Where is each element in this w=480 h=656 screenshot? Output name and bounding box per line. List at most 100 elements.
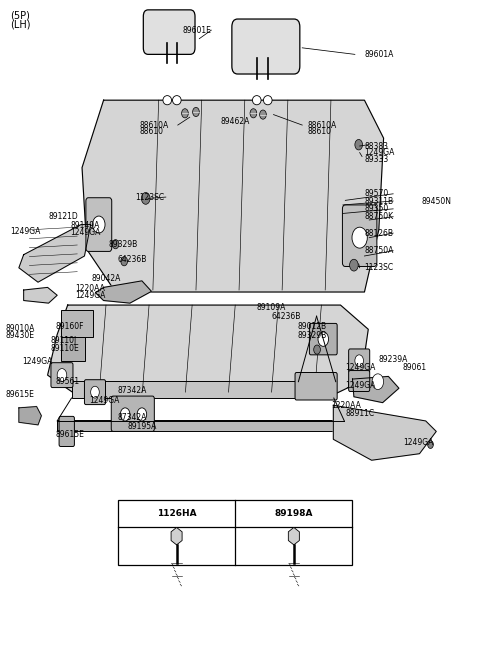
- Text: 88610: 88610: [307, 127, 331, 136]
- FancyBboxPatch shape: [84, 380, 106, 405]
- Text: 89430E: 89430E: [5, 331, 35, 340]
- FancyBboxPatch shape: [348, 349, 370, 373]
- Text: 1249GA: 1249GA: [345, 381, 376, 390]
- Circle shape: [314, 345, 321, 354]
- Circle shape: [349, 259, 358, 271]
- Text: 1220AA: 1220AA: [75, 284, 105, 293]
- Circle shape: [250, 109, 257, 118]
- Text: 89239A: 89239A: [379, 355, 408, 364]
- Text: 1249GA: 1249GA: [364, 148, 395, 157]
- Circle shape: [428, 441, 433, 449]
- Text: 89160F: 89160F: [56, 322, 84, 331]
- Circle shape: [192, 108, 199, 117]
- Text: 89615E: 89615E: [5, 390, 35, 400]
- Text: 89121D: 89121D: [48, 213, 78, 221]
- Bar: [72, 381, 334, 398]
- Bar: [57, 420, 344, 432]
- FancyBboxPatch shape: [232, 19, 300, 74]
- Circle shape: [318, 332, 328, 346]
- Text: 89329B: 89329B: [108, 239, 138, 249]
- Text: 88383: 88383: [364, 142, 388, 150]
- Text: (5P): (5P): [10, 10, 30, 20]
- Text: 89149A: 89149A: [70, 220, 99, 230]
- Polygon shape: [82, 100, 384, 292]
- FancyBboxPatch shape: [342, 205, 377, 266]
- Polygon shape: [19, 224, 91, 282]
- Text: 1249GA: 1249GA: [89, 396, 120, 405]
- Circle shape: [355, 140, 362, 150]
- Text: 1249GA: 1249GA: [345, 363, 376, 373]
- Text: 1126HA: 1126HA: [157, 509, 196, 518]
- Text: 1249GA: 1249GA: [10, 226, 41, 236]
- Text: 89329B: 89329B: [298, 331, 327, 340]
- Circle shape: [120, 408, 130, 421]
- FancyBboxPatch shape: [61, 337, 85, 361]
- Text: 89615E: 89615E: [56, 430, 84, 439]
- Circle shape: [181, 109, 188, 118]
- Text: 89198A: 89198A: [275, 509, 313, 518]
- Text: 89061: 89061: [403, 363, 427, 373]
- Circle shape: [372, 374, 384, 390]
- Text: 89350: 89350: [364, 205, 389, 213]
- Ellipse shape: [163, 96, 171, 105]
- Text: 89311B: 89311B: [364, 197, 394, 205]
- Text: 89110E: 89110E: [51, 344, 80, 353]
- Text: 1249GA: 1249GA: [70, 228, 100, 237]
- FancyBboxPatch shape: [86, 197, 112, 251]
- Text: 64236B: 64236B: [271, 312, 300, 321]
- Text: 89195A: 89195A: [128, 422, 157, 431]
- Text: 88750A: 88750A: [364, 246, 394, 255]
- Text: 89561: 89561: [56, 377, 80, 386]
- Text: 89601A: 89601A: [364, 50, 394, 59]
- Circle shape: [93, 216, 105, 233]
- Ellipse shape: [252, 96, 261, 105]
- Text: (LH): (LH): [10, 19, 31, 29]
- Text: 89462A: 89462A: [221, 117, 250, 126]
- Text: 1123SC: 1123SC: [135, 193, 164, 201]
- Text: 89109A: 89109A: [257, 302, 286, 312]
- Circle shape: [91, 386, 99, 398]
- Circle shape: [112, 239, 119, 249]
- Text: 89110J: 89110J: [51, 336, 77, 345]
- Text: 89012B: 89012B: [298, 322, 326, 331]
- Text: 1249GA: 1249GA: [403, 438, 433, 447]
- Circle shape: [260, 110, 266, 119]
- Circle shape: [355, 355, 363, 367]
- Ellipse shape: [264, 96, 272, 105]
- Polygon shape: [24, 287, 57, 303]
- Text: 89042A: 89042A: [92, 274, 121, 283]
- Text: 88750K: 88750K: [364, 213, 394, 221]
- FancyBboxPatch shape: [51, 363, 73, 388]
- Circle shape: [137, 408, 147, 421]
- FancyBboxPatch shape: [310, 323, 337, 355]
- FancyBboxPatch shape: [348, 371, 370, 392]
- Polygon shape: [19, 407, 41, 425]
- Polygon shape: [333, 405, 436, 461]
- Text: 89333: 89333: [364, 155, 389, 164]
- Bar: [118, 499, 352, 565]
- Text: 89601E: 89601E: [182, 26, 212, 35]
- Text: 89570: 89570: [364, 190, 389, 198]
- Text: 89010A: 89010A: [5, 323, 35, 333]
- Text: 87342A: 87342A: [118, 413, 147, 422]
- Text: 88126B: 88126B: [364, 228, 394, 237]
- Polygon shape: [352, 377, 399, 403]
- Text: 87342A: 87342A: [118, 386, 147, 395]
- FancyBboxPatch shape: [61, 310, 93, 337]
- FancyBboxPatch shape: [144, 10, 195, 54]
- FancyBboxPatch shape: [111, 396, 155, 432]
- Polygon shape: [48, 305, 368, 395]
- Text: 1123SC: 1123SC: [364, 263, 394, 272]
- Text: 1249GA: 1249GA: [22, 357, 53, 366]
- Text: 88911C: 88911C: [345, 409, 374, 418]
- Circle shape: [121, 256, 128, 266]
- Circle shape: [352, 227, 367, 248]
- Polygon shape: [96, 281, 152, 303]
- Text: 89450N: 89450N: [422, 197, 452, 205]
- Text: 88610A: 88610A: [140, 121, 169, 130]
- Text: 88610: 88610: [140, 127, 164, 136]
- Circle shape: [142, 192, 150, 204]
- Text: 64236B: 64236B: [118, 255, 147, 264]
- Text: 88610A: 88610A: [307, 121, 336, 130]
- Text: 1220AA: 1220AA: [331, 401, 361, 410]
